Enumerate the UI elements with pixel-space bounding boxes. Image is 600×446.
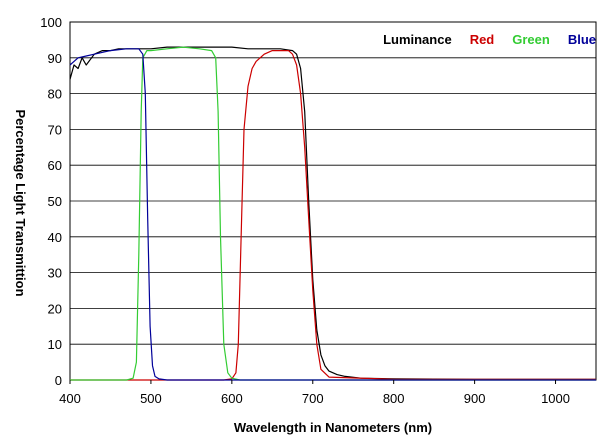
series-line-red — [70, 49, 596, 381]
legend-label-green: Green — [512, 32, 550, 47]
y-tick-label: 100 — [40, 15, 62, 30]
y-tick-label: 90 — [48, 51, 62, 66]
legend-label-blue: Blue — [568, 32, 596, 47]
y-axis-label: Percentage Light Transmittion — [13, 109, 28, 296]
y-tick-label: 40 — [48, 230, 62, 245]
y-tick-label: 10 — [48, 337, 62, 352]
series-line-green — [70, 46, 596, 381]
x-tick-label: 600 — [221, 391, 243, 406]
y-tick-label: 70 — [48, 122, 62, 137]
legend: Blue Green Red Luminance — [383, 32, 596, 47]
series-lines — [69, 46, 596, 381]
x-tick-label: 500 — [140, 391, 162, 406]
y-tick-label: 50 — [48, 194, 62, 209]
x-tick-label: 700 — [302, 391, 324, 406]
x-tick-label: 1000 — [541, 391, 570, 406]
x-tick-label: 400 — [59, 391, 81, 406]
series-line-luminance — [69, 46, 596, 380]
y-tick-label: 80 — [48, 87, 62, 102]
grid-lines — [70, 57, 596, 345]
legend-label-luminance: Luminance — [383, 32, 452, 47]
y-tick-label: 60 — [48, 158, 62, 173]
x-axis-ticks: 400 500 600 700 800 900 1000 — [59, 380, 570, 406]
x-tick-label: 900 — [464, 391, 486, 406]
series-line-blue — [69, 48, 596, 381]
legend-label-red: Red — [470, 32, 495, 47]
x-tick-label: 800 — [383, 391, 405, 406]
x-axis-label: Wavelength in Nanometers (nm) — [234, 420, 432, 435]
y-tick-label: 30 — [48, 266, 62, 281]
y-axis-ticks: 0 10 20 30 40 50 60 70 80 90 100 — [40, 15, 62, 388]
y-tick-label: 20 — [48, 301, 62, 316]
y-tick-label: 0 — [55, 373, 62, 388]
